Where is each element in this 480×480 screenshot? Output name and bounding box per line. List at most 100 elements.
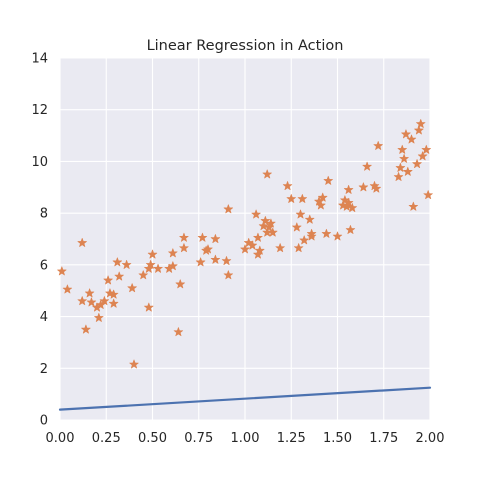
data-point xyxy=(292,222,302,232)
y-tick-label: 2 xyxy=(40,362,48,377)
data-point xyxy=(403,166,413,176)
data-point xyxy=(210,234,221,244)
x-tick-label: 2.00 xyxy=(416,431,445,446)
x-tick-label: 0.50 xyxy=(138,431,167,446)
data-point xyxy=(77,296,87,306)
data-point xyxy=(358,182,369,192)
x-tick-label: 1.75 xyxy=(369,431,398,446)
data-point xyxy=(121,259,132,269)
data-point xyxy=(195,257,206,267)
y-tick-label: 6 xyxy=(40,258,48,273)
data-point xyxy=(253,232,263,242)
data-point xyxy=(293,243,304,253)
x-tick-label: 1.25 xyxy=(277,431,306,446)
data-point xyxy=(153,263,163,273)
data-point xyxy=(168,248,178,258)
data-point xyxy=(108,298,119,308)
data-point xyxy=(286,194,296,203)
data-point xyxy=(179,243,189,253)
data-point xyxy=(94,312,104,322)
data-point xyxy=(397,144,407,154)
grid xyxy=(59,57,431,421)
data-point xyxy=(393,172,404,181)
data-point xyxy=(129,359,139,369)
data-point xyxy=(343,184,354,194)
data-point xyxy=(147,249,158,259)
data-point xyxy=(275,243,285,253)
data-point xyxy=(221,256,232,265)
data-point xyxy=(423,190,433,200)
y-tick-label: 4 xyxy=(40,310,48,325)
data-point xyxy=(268,227,278,237)
data-point xyxy=(197,232,208,242)
data-point xyxy=(144,302,154,312)
data-point xyxy=(399,153,409,163)
data-point xyxy=(371,183,382,193)
data-point xyxy=(260,216,271,225)
data-point xyxy=(112,257,123,267)
y-tick-label: 10 xyxy=(31,155,48,170)
data-point xyxy=(421,144,431,154)
data-point xyxy=(127,283,137,293)
data-point xyxy=(417,151,428,161)
data-point xyxy=(168,261,178,271)
data-point xyxy=(323,175,333,185)
data-point xyxy=(84,288,95,298)
data-point xyxy=(306,228,317,238)
data-point xyxy=(343,197,354,207)
y-tick-label: 12 xyxy=(31,103,48,118)
data-point xyxy=(414,125,424,135)
data-point xyxy=(247,240,258,250)
y-tick-label: 8 xyxy=(40,207,48,222)
tick-labels: 0.00 0.25 0.50 0.75 1.00 1.25 1.50 1.75 2.00 0 2 4 6… xyxy=(31,52,444,447)
data-point xyxy=(138,270,148,280)
data-point xyxy=(145,259,156,269)
data-point xyxy=(203,244,213,254)
data-point xyxy=(416,119,426,128)
data-point xyxy=(86,297,97,307)
data-point xyxy=(412,159,422,169)
regression-line xyxy=(58,386,432,411)
data-point xyxy=(401,129,411,139)
x-tick-label: 1.00 xyxy=(231,431,260,446)
data-point xyxy=(223,270,234,280)
data-point xyxy=(282,181,293,191)
data-point xyxy=(305,214,315,224)
data-point xyxy=(373,141,383,150)
data-point xyxy=(345,225,356,234)
data-point xyxy=(57,266,67,276)
data-point xyxy=(223,204,234,214)
data-point xyxy=(240,244,250,254)
x-tick-label: 0.25 xyxy=(92,431,121,446)
data-point xyxy=(62,284,73,294)
data-point xyxy=(251,209,261,219)
data-point xyxy=(406,134,417,144)
x-tick-label: 0.00 xyxy=(46,431,75,446)
data-point xyxy=(321,228,332,238)
data-point xyxy=(262,169,272,179)
y-tick-label: 14 xyxy=(31,52,48,67)
x-tick-label: 1.50 xyxy=(323,431,352,446)
series-layer xyxy=(57,119,433,411)
data-point xyxy=(77,237,87,247)
data-point xyxy=(362,161,372,171)
data-point xyxy=(347,203,357,212)
data-point xyxy=(295,209,306,219)
data-point xyxy=(255,245,265,255)
data-point xyxy=(114,271,124,281)
data-point xyxy=(103,275,113,285)
data-point xyxy=(316,200,326,210)
data-point xyxy=(173,327,184,337)
data-point xyxy=(299,235,309,245)
chart-title: Linear Regression in Action xyxy=(147,38,344,54)
data-point xyxy=(179,232,189,242)
data-point xyxy=(258,221,269,231)
data-point xyxy=(332,231,343,241)
data-point xyxy=(318,192,328,202)
data-point xyxy=(408,201,419,211)
data-point xyxy=(99,296,110,306)
data-point xyxy=(210,254,221,264)
y-tick-label: 0 xyxy=(40,414,48,429)
data-point xyxy=(395,162,406,172)
